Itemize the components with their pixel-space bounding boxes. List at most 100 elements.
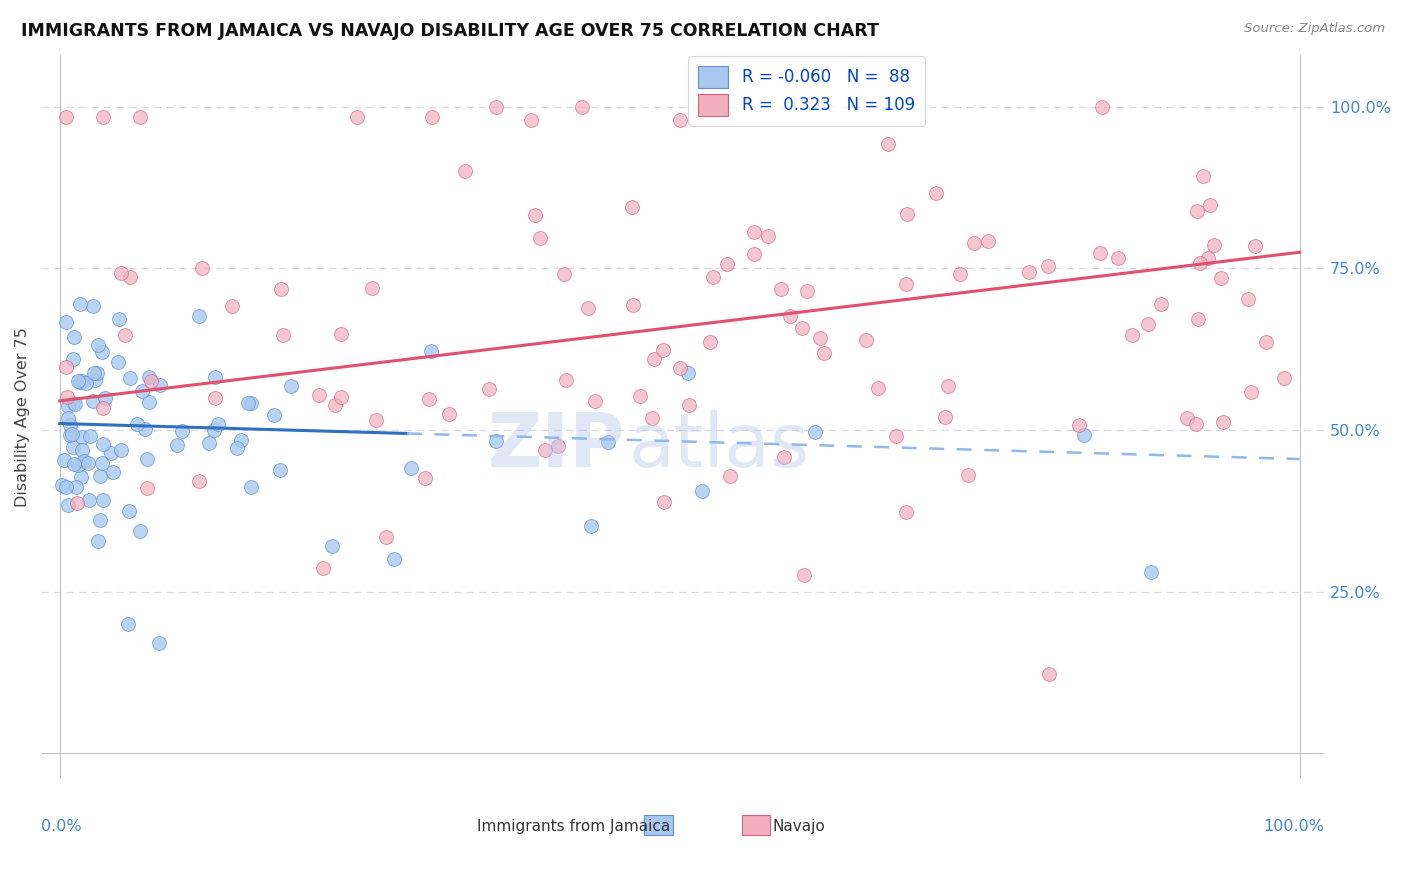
Point [107, 355, 129, 369]
Point [91, 456, 114, 470]
Point [770, 282, 793, 296]
Point [240, 396, 263, 410]
Point [676, 367, 699, 381]
Point [270, 282, 292, 296]
Point [668, 112, 690, 127]
Point [312, 561, 335, 575]
Point [77, 456, 100, 470]
Point [58, 498, 80, 512]
Point [690, 484, 713, 499]
Point [204, 370, 226, 384]
Point [1236, 292, 1258, 306]
Point [583, 393, 606, 408]
Point [263, 408, 285, 422]
Point [63, 330, 86, 344]
Point [652, 343, 675, 358]
Point [129, 110, 152, 124]
Point [108, 311, 131, 326]
Point [55, 390, 77, 404]
Point [125, 417, 148, 432]
Point [204, 392, 226, 406]
Point [91, 437, 114, 451]
Point [55, 315, 77, 329]
Point [172, 424, 194, 438]
Point [82, 394, 104, 409]
Point [83, 373, 105, 387]
Point [925, 186, 948, 200]
Text: 100.0%: 100.0% [1264, 819, 1324, 834]
Point [55, 359, 77, 374]
Point [117, 616, 139, 631]
Point [668, 361, 690, 376]
Point [884, 429, 907, 443]
Point [60, 427, 83, 442]
Point [1038, 666, 1060, 681]
Point [308, 388, 330, 402]
Legend: R = -0.060   N =  88, R =  0.323   N = 109: R = -0.060 N = 88, R = 0.323 N = 109 [688, 56, 925, 126]
Point [75, 376, 97, 390]
Point [69, 297, 91, 311]
Point [70, 374, 93, 388]
Point [977, 235, 1000, 249]
Point [571, 100, 593, 114]
Point [136, 481, 159, 495]
Point [1091, 100, 1114, 114]
Point [523, 208, 546, 222]
Point [1067, 417, 1090, 432]
Point [1018, 265, 1040, 279]
Point [239, 480, 262, 494]
Point [1254, 334, 1277, 349]
Point [139, 374, 162, 388]
Point [62, 457, 84, 471]
Text: Source: ZipAtlas.com: Source: ZipAtlas.com [1244, 22, 1385, 36]
Point [65, 397, 87, 411]
Point [1199, 198, 1222, 212]
Point [1137, 317, 1160, 331]
Point [330, 391, 353, 405]
Point [59, 428, 82, 442]
Point [804, 425, 827, 439]
Point [202, 423, 225, 437]
Point [65, 480, 87, 494]
Point [188, 474, 211, 488]
Point [628, 389, 651, 403]
Point [110, 266, 132, 280]
Point [454, 164, 477, 178]
Point [166, 437, 188, 451]
Point [1121, 328, 1143, 343]
Point [72, 430, 94, 444]
Point [110, 443, 132, 458]
Point [67, 458, 90, 473]
Point [742, 247, 765, 261]
Point [91, 401, 114, 415]
Point [62, 440, 84, 454]
Point [792, 321, 814, 335]
Point [678, 398, 700, 412]
Point [1150, 296, 1173, 310]
Point [366, 413, 388, 427]
Point [1240, 384, 1263, 399]
Point [1188, 256, 1211, 270]
Point [420, 343, 443, 358]
Point [621, 200, 644, 214]
Point [1212, 415, 1234, 429]
Point [779, 309, 801, 323]
Point [485, 100, 508, 114]
Point [103, 466, 125, 480]
Point [83, 366, 105, 380]
Bar [742, 815, 770, 835]
Point [323, 398, 346, 412]
Point [437, 407, 460, 421]
Point [1211, 271, 1233, 285]
Point [478, 382, 501, 396]
Point [271, 328, 294, 343]
Point [207, 417, 229, 432]
Point [399, 460, 422, 475]
Point [652, 494, 675, 508]
Point [1107, 251, 1129, 265]
Point [1088, 245, 1111, 260]
Point [384, 552, 406, 566]
Point [576, 301, 599, 315]
Point [553, 268, 575, 282]
Point [957, 468, 980, 483]
